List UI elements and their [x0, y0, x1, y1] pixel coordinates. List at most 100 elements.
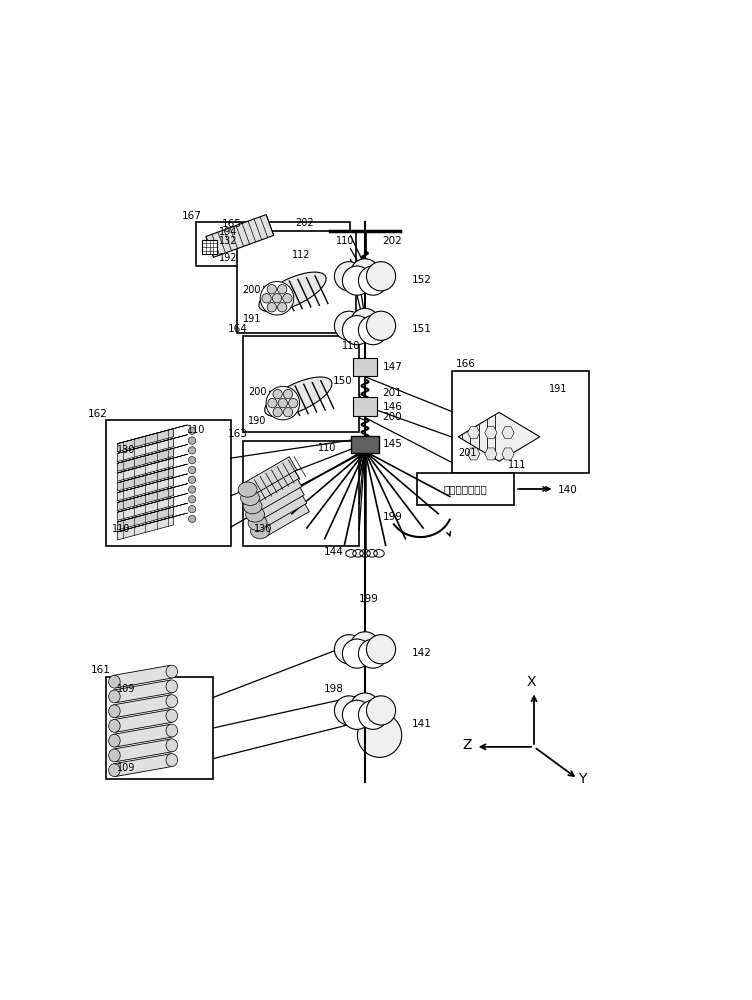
Polygon shape [458, 412, 540, 461]
Text: 112: 112 [293, 250, 311, 260]
Ellipse shape [166, 739, 177, 752]
Polygon shape [256, 498, 309, 538]
Circle shape [366, 635, 396, 664]
Polygon shape [117, 493, 188, 512]
Polygon shape [502, 448, 514, 460]
Bar [237, 231, 356, 333]
Polygon shape [117, 425, 188, 444]
Ellipse shape [265, 377, 332, 417]
Polygon shape [485, 427, 497, 439]
Polygon shape [117, 503, 188, 522]
Circle shape [366, 311, 396, 340]
Text: 191: 191 [243, 314, 261, 324]
Polygon shape [485, 448, 497, 460]
Text: 199: 199 [383, 512, 402, 522]
FancyBboxPatch shape [353, 358, 377, 376]
Text: 109: 109 [117, 763, 135, 773]
Bar [417, 473, 514, 505]
Ellipse shape [166, 709, 177, 722]
Circle shape [350, 632, 380, 661]
Polygon shape [468, 448, 480, 460]
Text: 202: 202 [295, 218, 314, 228]
Circle shape [284, 389, 293, 399]
Ellipse shape [166, 695, 177, 707]
Text: 191: 191 [549, 384, 567, 394]
Circle shape [350, 259, 380, 288]
Ellipse shape [238, 482, 257, 497]
Text: 110: 110 [336, 236, 354, 246]
Circle shape [284, 407, 293, 417]
Text: 162: 162 [88, 409, 108, 419]
Ellipse shape [108, 764, 120, 777]
Polygon shape [117, 497, 174, 520]
Circle shape [189, 427, 196, 434]
Circle shape [189, 496, 196, 503]
Text: 199: 199 [359, 594, 379, 604]
Ellipse shape [248, 515, 267, 530]
Circle shape [359, 266, 387, 295]
Polygon shape [117, 487, 174, 511]
Text: 130: 130 [117, 445, 135, 455]
Text: 移动＋角度变换: 移动＋角度变换 [444, 484, 487, 494]
Circle shape [273, 389, 282, 399]
Polygon shape [117, 484, 188, 502]
Polygon shape [117, 448, 174, 471]
Circle shape [335, 635, 363, 664]
Polygon shape [502, 427, 514, 439]
Text: X: X [526, 675, 536, 689]
Text: 151: 151 [411, 324, 432, 334]
Text: 110: 110 [187, 425, 205, 435]
Circle shape [278, 398, 287, 408]
Polygon shape [202, 240, 217, 254]
Ellipse shape [108, 749, 120, 762]
Polygon shape [114, 695, 173, 718]
Text: 146: 146 [383, 402, 402, 412]
Polygon shape [117, 429, 174, 452]
Polygon shape [114, 680, 173, 703]
Ellipse shape [241, 490, 259, 505]
Ellipse shape [246, 507, 265, 522]
Circle shape [262, 294, 271, 303]
Text: 145: 145 [383, 439, 402, 449]
Circle shape [335, 311, 363, 340]
Text: Z: Z [462, 738, 472, 752]
Polygon shape [114, 665, 173, 688]
Circle shape [366, 262, 396, 291]
Text: 147: 147 [383, 362, 402, 372]
Text: 198: 198 [324, 684, 344, 694]
Ellipse shape [108, 690, 120, 703]
Ellipse shape [166, 754, 177, 766]
Circle shape [189, 437, 196, 444]
Text: 110: 110 [111, 524, 130, 534]
Circle shape [357, 713, 402, 757]
Text: 132: 132 [220, 236, 238, 246]
Circle shape [267, 303, 277, 312]
Circle shape [189, 476, 196, 483]
Polygon shape [114, 754, 173, 776]
Polygon shape [114, 710, 173, 732]
Circle shape [335, 262, 363, 291]
Polygon shape [251, 482, 305, 521]
Polygon shape [244, 457, 297, 496]
Polygon shape [117, 517, 174, 540]
Text: 200: 200 [248, 387, 267, 397]
Ellipse shape [166, 680, 177, 693]
Circle shape [273, 407, 282, 417]
Circle shape [342, 266, 371, 295]
Polygon shape [117, 474, 188, 493]
Polygon shape [117, 438, 174, 462]
Circle shape [350, 308, 380, 337]
Polygon shape [117, 444, 188, 463]
Text: 164: 164 [228, 324, 248, 334]
Text: 111: 111 [508, 460, 526, 470]
Text: 201: 201 [383, 388, 402, 398]
Polygon shape [114, 739, 173, 762]
Circle shape [342, 316, 371, 345]
Circle shape [260, 282, 294, 315]
Circle shape [272, 294, 282, 303]
Circle shape [342, 639, 371, 668]
Circle shape [189, 457, 196, 464]
Polygon shape [254, 490, 307, 529]
FancyBboxPatch shape [351, 436, 379, 453]
Bar [196, 222, 350, 266]
